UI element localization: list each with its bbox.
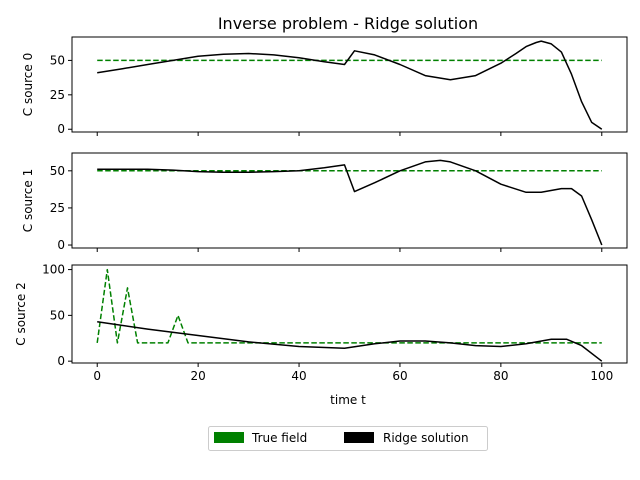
xtick-label: 80 — [493, 369, 508, 383]
subplot-2-ytick-label: 50 — [50, 308, 65, 322]
subplot-0-ytick-label: 50 — [50, 53, 65, 67]
subplot-1-ylabel: C source 1 — [21, 169, 35, 233]
legend-swatch-true-field — [214, 432, 244, 443]
x-axis-label: time t — [330, 393, 366, 407]
subplot-1-ytick-label: 25 — [50, 201, 65, 215]
subplot-0-frame — [71, 36, 628, 133]
subplot-2-frame — [71, 264, 628, 364]
subplot-0-ridge-solution-line — [97, 40, 603, 130]
legend-label-ridge-solution: Ridge solution — [383, 431, 469, 445]
subplot-1: 0 25 50 C source 1 — [21, 152, 628, 252]
xtick-label: 20 — [190, 369, 205, 383]
subplot-0-ytick-label: 25 — [50, 88, 65, 102]
subplot-0-ytick-label: 0 — [57, 122, 65, 136]
subplots: 0 25 50 C source 0 0 25 50 C source 1 0 50 100 0 20 4… — [14, 36, 628, 383]
subplot-2-ridge-solution-line — [97, 321, 603, 362]
subplot-0-ylabel: C source 0 — [21, 53, 35, 117]
legend-swatch-ridge-solution — [344, 432, 374, 443]
subplot-2-true-field-line — [96, 268, 602, 344]
xtick-label: 100 — [590, 369, 613, 383]
xtick-label: 0 — [93, 369, 101, 383]
subplot-1-ytick-label: 0 — [57, 238, 65, 252]
subplot-2-ylabel: C source 2 — [14, 282, 28, 346]
legend-label-true-field: True field — [251, 431, 307, 445]
chart-title: Inverse problem - Ridge solution — [218, 14, 478, 33]
xtick-label: 40 — [291, 369, 306, 383]
xtick-label: 60 — [392, 369, 407, 383]
subplot-1-ytick-label: 50 — [50, 164, 65, 178]
subplot-2: 0 50 100 0 20 40 60 80 100 C source 2 — [14, 263, 628, 383]
subplot-2-ytick-label: 0 — [57, 354, 65, 368]
subplot-0: 0 25 50 C source 0 — [21, 36, 628, 136]
legend: True field Ridge solution — [208, 426, 488, 451]
subplot-1-frame — [71, 152, 628, 249]
subplot-1-ridge-solution-line — [97, 159, 603, 246]
subplot-2-ytick-label: 100 — [42, 263, 65, 277]
